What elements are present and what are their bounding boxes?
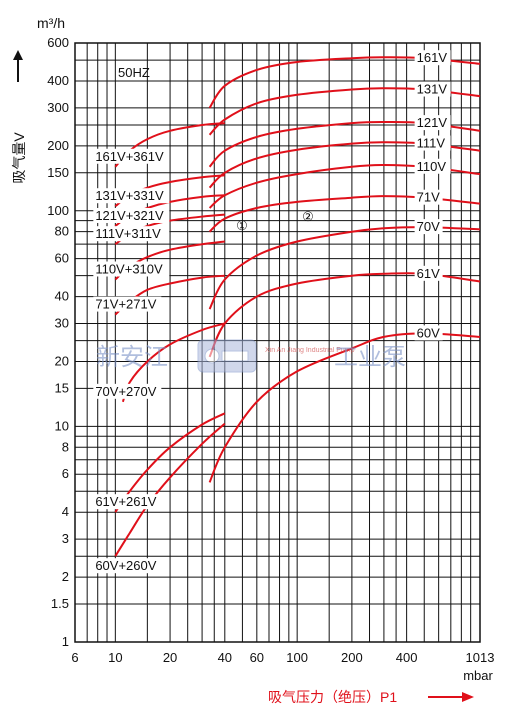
plot-frame [74,42,481,643]
y-tick-label: 4 [62,504,69,519]
series-label-16: 61V+261V [95,494,156,509]
y-tick-label: 400 [47,73,69,88]
series-label-bg [93,296,162,312]
series-label-9: 161V+361V [95,149,164,164]
x-tick-label: 60 [250,650,264,665]
x-tick-label: 1013 [466,650,495,665]
series-curve-16 [114,412,226,513]
x-tick-label: 20 [163,650,177,665]
x-axis-arrow [428,692,474,702]
series-label-0: 161V [417,50,448,65]
y-tick-label: 600 [47,35,69,50]
series-label-1: 131V [417,82,448,97]
series-label-bg [414,158,451,174]
series-label-bg [93,207,170,223]
series-label-2: 121V [417,115,448,130]
series-label-bg [93,494,162,510]
region-marker-1: ① [236,218,248,233]
series-label-bg [93,383,162,399]
y-tick-label: 300 [47,100,69,115]
series-label-bg [414,50,451,66]
series-label-4: 110V [417,159,447,174]
series-label-bg [414,219,443,235]
y-tick-label: 3 [62,531,69,546]
series-label-14: 71V+271V [95,297,156,312]
series-label-bg [414,189,443,205]
series-curve-17 [114,422,226,557]
x-tick-label: 10 [108,650,122,665]
series-label-bg [93,558,162,574]
series-label-bg [414,115,451,131]
watermark-right-text: 工业泵 [334,343,406,371]
y-tick-label: 80 [55,224,69,239]
watermark-logo-text: Xin An Jiang Industrial Pump [265,347,355,354]
series-label-bg [414,325,443,341]
series-label-bg [414,265,443,281]
series-label-bg [414,81,451,97]
y-unit-label: m³/h [37,15,65,31]
y-tick-label: 1 [62,634,69,649]
series-label-8: 60V [417,325,440,340]
y-axis-label: 吸气量V [11,132,27,184]
x-tick-label: 200 [341,650,363,665]
x-axis-label: 吸气压力（绝压）P1 [268,689,397,705]
axis-ticks: 1 1.5 2 3 4 6 8 10 15 20 30 40 60 80 100 150 200 300 400 60… [47,35,494,665]
x-tick-label: 100 [286,650,308,665]
y-tick-label: 2 [62,569,69,584]
series-label-bg [93,261,170,277]
watermark-logo-icon [197,339,257,373]
x-unit-label: mbar [463,668,493,683]
x-tick-label: 6 [71,650,78,665]
y-tick-label: 15 [55,380,69,395]
y-tick-label: 30 [55,316,69,331]
series-label-10: 131V+331V [95,188,164,203]
series-label-17: 60V+260V [95,558,156,573]
x-tick-label: 40 [218,650,232,665]
series-label-12: 111V+311V [95,226,161,241]
series-label-11: 121V+321V [95,208,164,223]
y-tick-label: 8 [62,439,69,454]
series-label-bg [93,188,170,204]
series-label-6: 70V [417,219,440,234]
y-tick-label: 60 [55,251,69,266]
series-labels: 161V 131V 121V 111V 110V 71V 70V 61V 60V 161V+361… [93,50,451,574]
series-label-5: 71V [417,190,440,205]
watermark-left-text: 新安江 [96,343,168,371]
y-tick-label: 100 [47,203,69,218]
series-label-13: 110V+310V [95,262,163,277]
y-tick-label: 1.5 [51,596,69,611]
y-tick-label: 6 [62,466,69,481]
frequency-label: 50HZ [118,65,150,80]
y-tick-label: 40 [55,289,69,304]
series-label-bg [93,226,170,242]
series-label-bg [93,148,170,164]
x-tick-label: 400 [396,650,418,665]
series-label-15: 70V+270V [95,384,156,399]
series-label-7: 61V [417,266,440,281]
y-tick-label: 20 [55,353,69,368]
region-marker-2: ② [302,209,314,224]
y-tick-label: 10 [55,418,69,433]
series-label-bg [414,135,451,151]
y-axis-arrow [13,50,23,82]
y-tick-label: 150 [47,165,69,180]
series-label-3: 111V [417,136,446,151]
y-tick-label: 200 [47,138,69,153]
